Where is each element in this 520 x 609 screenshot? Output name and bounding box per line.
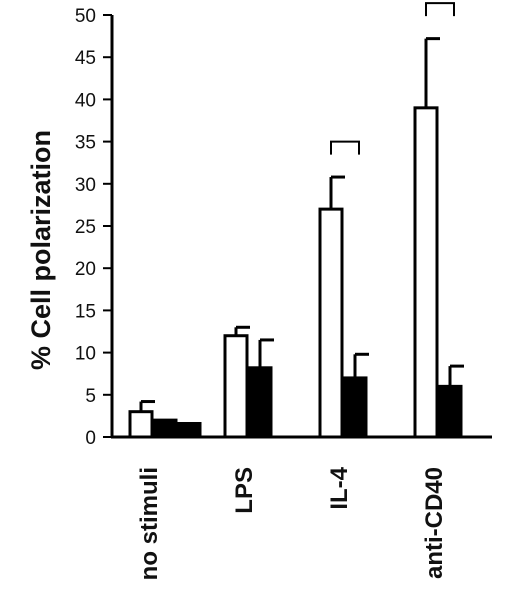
bar <box>437 384 463 439</box>
y-tick-label: 0 <box>85 428 96 449</box>
bar <box>318 207 344 439</box>
y-tick-label: 25 <box>75 217 96 238</box>
bar <box>152 418 178 439</box>
y-tick-label: 50 <box>75 6 96 27</box>
y-tick-label: 45 <box>75 48 96 69</box>
y-tick-label: 5 <box>85 386 96 407</box>
y-tick-label: 30 <box>75 175 96 196</box>
bar <box>128 410 154 439</box>
bar <box>342 376 368 439</box>
bars <box>128 106 463 439</box>
x-category-label: LPS <box>231 467 258 514</box>
y-axis-title: % Cell polarization <box>26 130 56 370</box>
error-bars <box>139 37 464 412</box>
y-tick-label: 40 <box>75 90 96 111</box>
y-axis-title-group: % Cell polarization <box>26 130 56 370</box>
labels: 0 5 10 15 20 25 30 35 40 45 50 no stimuli LPS IL-4 ant… <box>75 6 448 580</box>
y-tick-label: 10 <box>75 344 96 365</box>
y-tick-label: 15 <box>75 301 96 322</box>
x-category-label: IL-4 <box>326 466 353 509</box>
x-category-label: anti-CD40 <box>421 467 448 579</box>
bar <box>223 334 249 439</box>
significance-bracket <box>330 140 360 155</box>
y-tick-label: 20 <box>75 259 96 280</box>
x-category-label: no stimuli <box>136 467 163 580</box>
significance-brackets <box>330 2 455 155</box>
bar <box>247 366 273 439</box>
y-tick-label: 35 <box>75 133 96 154</box>
significance-bracket <box>425 2 455 17</box>
bar <box>413 106 439 439</box>
bar <box>176 421 202 439</box>
